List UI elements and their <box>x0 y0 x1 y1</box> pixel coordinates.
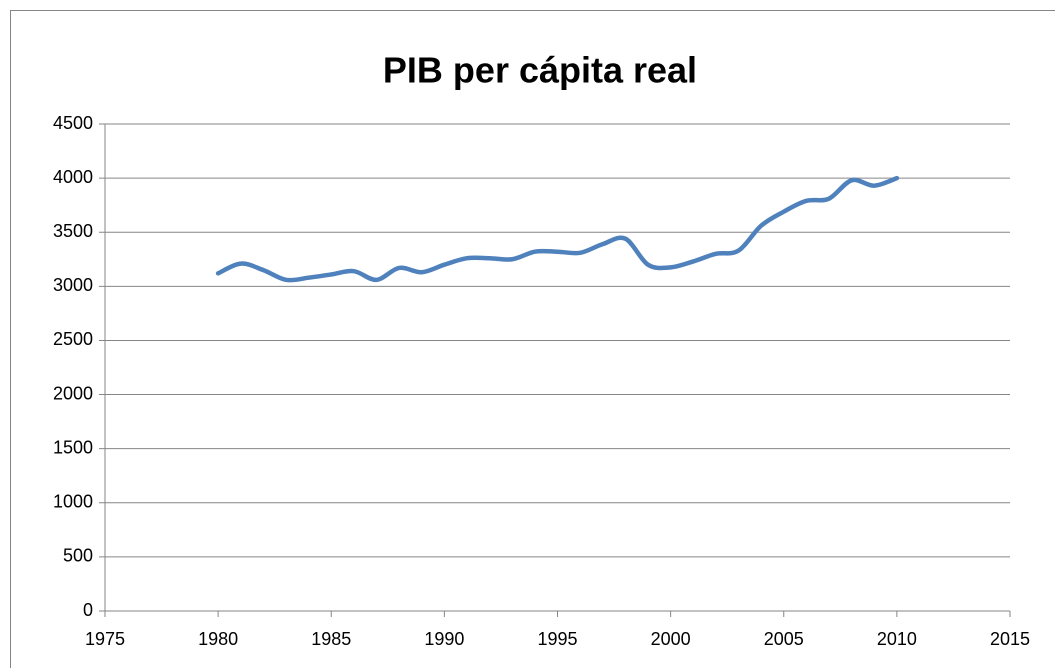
y-tick-label: 1000 <box>53 492 93 512</box>
y-tick-label: 500 <box>63 546 93 566</box>
x-tick-label: 1975 <box>85 629 125 649</box>
y-tick-label: 2500 <box>53 329 93 349</box>
y-tick-label: 3000 <box>53 275 93 295</box>
x-tick-label: 1985 <box>311 629 351 649</box>
y-tick-label: 4500 <box>53 113 93 133</box>
y-tick-label: 0 <box>83 600 93 620</box>
y-tick-label: 1500 <box>53 437 93 457</box>
y-tick-label: 3500 <box>53 221 93 241</box>
chart-title: PIB per cápita real <box>383 50 697 91</box>
x-tick-label: 2000 <box>651 629 691 649</box>
x-tick-label: 2015 <box>990 629 1030 649</box>
y-tick-label: 4000 <box>53 167 93 187</box>
x-tick-label: 1980 <box>198 629 238 649</box>
x-tick-label: 1990 <box>424 629 464 649</box>
chart-border <box>10 10 1055 668</box>
y-tick-label: 2000 <box>53 383 93 403</box>
line-series <box>215 175 900 283</box>
x-tick-label: 2005 <box>764 629 804 649</box>
x-tick-label: 2010 <box>877 629 917 649</box>
x-tick-label: 1995 <box>537 629 577 649</box>
